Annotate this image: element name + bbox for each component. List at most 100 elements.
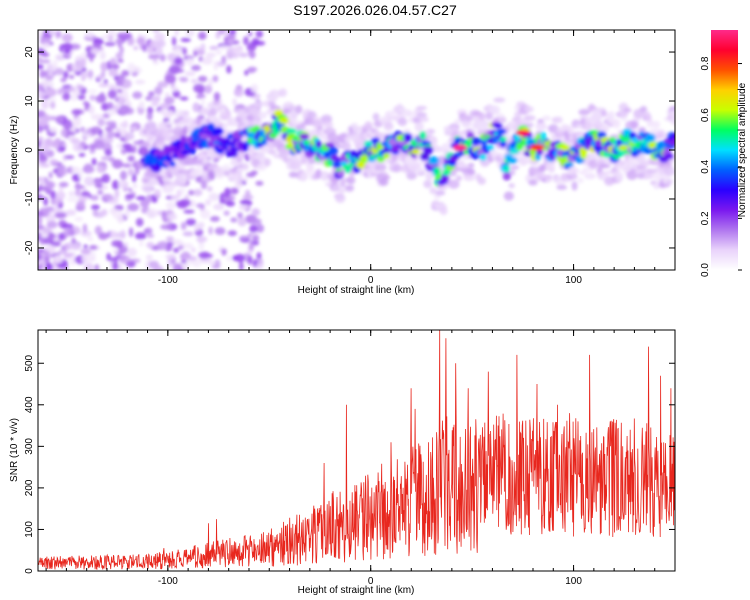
spectrogram-noise-blob — [124, 208, 130, 218]
spectrogram-halo-blob — [202, 107, 210, 115]
spectrogram-noise-blob — [145, 254, 153, 261]
spectrogram-noise-blob — [57, 88, 63, 96]
spectrogram-halo-blob — [518, 156, 529, 166]
spectrogram-noise-blob — [69, 74, 75, 79]
spectrogram-noise-blob — [88, 105, 95, 115]
spectrogram-noise-blob — [108, 69, 119, 77]
spectrogram-noise-blob — [74, 216, 84, 222]
spectrogram-halo-blob — [268, 149, 277, 155]
spectrogram-noise-blob — [120, 147, 127, 155]
spectrogram-halo-blob — [554, 116, 563, 124]
spectrogram-noise-blob — [219, 45, 229, 50]
spectrogram-noise-blob — [106, 252, 112, 261]
spectrogram-noise-blob — [256, 252, 262, 260]
spectrogram-noise-blob — [76, 202, 86, 210]
spectrogram-noise-blob — [115, 79, 124, 87]
spectrogram-ridge-blob — [403, 133, 413, 143]
spectrogram-noise-blob — [183, 242, 194, 250]
spectrogram-noise-blob — [165, 201, 177, 210]
spectrogram-halo-blob — [413, 161, 422, 167]
spectrogram-halo-blob — [646, 168, 658, 175]
spectrogram-halo-blob — [153, 189, 161, 197]
spectrogram-noise-blob — [142, 43, 147, 53]
spectrogram-halo-blob — [571, 172, 578, 180]
spectrogram-noise-blob — [38, 155, 48, 162]
spectrogram-halo-blob — [461, 119, 472, 128]
spectrogram-noise-blob — [122, 120, 129, 129]
spectrogram-noise-blob — [76, 84, 84, 90]
spectrogram-halo-blob — [439, 206, 448, 216]
spectrogram-noise-blob — [225, 200, 235, 207]
spectrogram-noise-blob — [123, 242, 129, 247]
snr-y-tick-label: 200 — [24, 479, 35, 496]
spectrogram-noise-blob — [112, 248, 119, 253]
spectrogram-halo-blob — [431, 136, 438, 146]
spectrogram-noise-blob — [192, 188, 203, 197]
spectrogram-noise-blob — [87, 69, 94, 79]
spectrogram-ridge-blob — [596, 131, 607, 139]
spectrogram-noise-blob — [127, 36, 135, 46]
spectrogram-noise-blob — [127, 62, 136, 73]
spectrogram-noise-blob — [43, 196, 49, 207]
spectrogram-noise-blob — [45, 149, 55, 158]
spectrogram-noise-blob — [213, 92, 221, 102]
spectrogram-noise-blob — [55, 191, 66, 200]
spectrogram-noise-blob — [38, 47, 45, 56]
spectrogram-noise-blob — [106, 102, 114, 111]
spectrogram-halo-blob — [320, 171, 330, 181]
spectrogram-noise-blob — [244, 69, 249, 76]
spectrogram-noise-blob — [136, 37, 146, 46]
spectrogram-noise-blob — [255, 224, 265, 233]
spectrogram-noise-blob — [83, 176, 94, 187]
spectrogram-noise-blob — [75, 182, 81, 189]
spectrogram-halo-blob — [548, 166, 555, 174]
spectrogram-y-tick-label: 20 — [24, 46, 35, 58]
spectrogram-ridge-blob — [664, 152, 674, 160]
spectrogram-ridge-blob — [180, 135, 187, 144]
snr-panel: -100 0 100 0 100 200 300 400 500 — [24, 329, 676, 587]
spectrogram-noise-blob — [39, 69, 46, 79]
snr-y-axis-label: SNR (10 * v/v) — [9, 418, 20, 482]
spectrogram-halo-blob — [599, 123, 610, 133]
spectrogram-noise-blob — [132, 183, 138, 189]
spectrogram-noise-blob — [100, 208, 108, 217]
spectrogram-halo-blob — [454, 118, 461, 125]
spectrogram-noise-blob — [41, 42, 51, 49]
spectrogram-noise-blob — [114, 132, 121, 139]
spectrogram-noise-blob — [164, 120, 177, 125]
spectrogram-noise-blob — [251, 38, 260, 46]
spectrogram-noise-blob — [197, 75, 208, 83]
spectrogram-noise-blob — [181, 47, 188, 56]
spectrogram-halo-blob — [556, 184, 568, 190]
spectrogram-noise-blob — [82, 165, 95, 174]
spectrogram-noise-blob — [122, 143, 133, 149]
spectrogram-halo-blob — [165, 184, 177, 189]
spectrogram-halo-blob — [509, 169, 516, 176]
spectrogram-halo-blob — [423, 179, 433, 189]
spectrogram-halo-blob — [231, 172, 243, 181]
spectrogram-noise-blob — [190, 79, 198, 84]
spectrogram-halo-blob — [141, 140, 150, 148]
spectrogram-ridge-blob — [499, 136, 507, 143]
spectrogram-halo-blob — [210, 106, 218, 116]
spectrogram-halo-blob — [528, 179, 538, 186]
spectrogram-noise-blob — [115, 38, 124, 45]
spectrogram-noise-blob — [108, 34, 114, 43]
spectrogram-noise-blob — [48, 171, 53, 179]
spectrogram-noise-blob — [59, 87, 72, 94]
spectrogram-noise-blob — [135, 217, 144, 227]
spectrogram-noise-blob — [230, 217, 238, 223]
spectrogram-noise-blob — [193, 83, 205, 94]
spectrogram-halo-blob — [571, 181, 578, 191]
spectrogram-noise-blob — [151, 198, 158, 203]
spectrogram-x-axis-label: Height of straight line (km) — [298, 285, 415, 296]
spectrogram-halo-blob — [435, 190, 446, 196]
spectrogram-noise-blob — [100, 61, 108, 72]
spectrogram-noise-blob — [109, 123, 117, 130]
spectrogram-noise-blob — [173, 47, 183, 57]
spectrogram-noise-blob — [56, 30, 62, 38]
spectrogram-halo-blob — [542, 115, 551, 121]
spectrogram-halo-blob — [414, 121, 424, 132]
spectrogram-ridge-blob — [471, 136, 481, 146]
spectrogram-noise-blob — [206, 52, 216, 58]
